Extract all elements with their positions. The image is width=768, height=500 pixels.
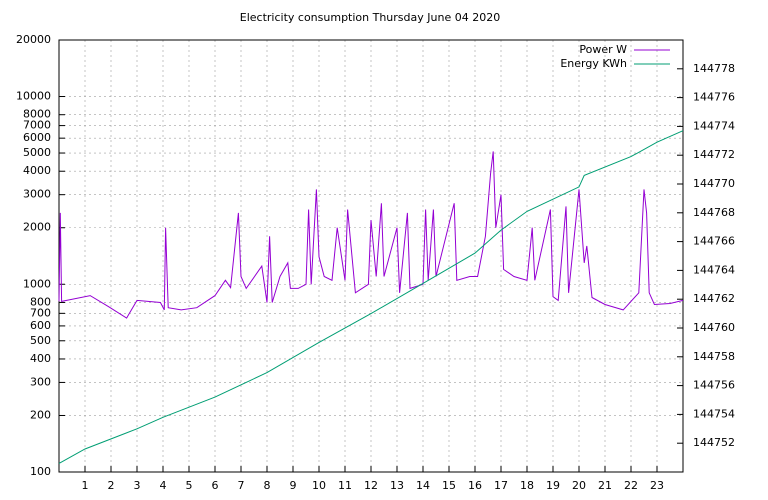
x-tick-label: 5	[186, 479, 193, 492]
y2-tick-label: 144766	[693, 235, 735, 248]
y2-tick-label: 144762	[693, 292, 735, 305]
y-tick-label: 4000	[23, 164, 51, 177]
y-tick-label: 7000	[23, 119, 51, 132]
x-tick-label: 9	[290, 479, 297, 492]
y2-tick-label: 144764	[693, 263, 735, 276]
x-tick-label: 16	[468, 479, 482, 492]
y-tick-label: 2000	[23, 221, 51, 234]
y-tick-label: 10000	[16, 90, 51, 103]
y-tick-label: 8000	[23, 108, 51, 121]
y-tick-label: 200	[30, 408, 51, 421]
y2-tick-label: 144778	[693, 62, 735, 75]
y-tick-label: 20000	[16, 33, 51, 46]
x-tick-label: 1	[82, 479, 89, 492]
x-tick-label: 15	[442, 479, 456, 492]
y2-tick-label: 144754	[693, 407, 735, 420]
x-tick-label: 3	[134, 479, 141, 492]
x-tick-label: 18	[520, 479, 534, 492]
x-tick-label: 6	[212, 479, 219, 492]
y2-tick-label: 144768	[693, 206, 735, 219]
y-tick-label: 700	[30, 306, 51, 319]
series-line	[58, 130, 684, 464]
y2-tick-label: 144774	[693, 119, 735, 132]
y2-tick-label: 144758	[693, 350, 735, 363]
x-tick-label: 14	[416, 479, 430, 492]
y-tick-label: 300	[30, 375, 51, 388]
y-tick-label: 400	[30, 352, 51, 365]
y-tick-label: 5000	[23, 146, 51, 159]
y-tick-label: 3000	[23, 188, 51, 201]
x-tick-label: 12	[364, 479, 378, 492]
y2-tick-label: 144776	[693, 91, 735, 104]
x-tick-label: 13	[390, 479, 404, 492]
y-tick-label: 600	[30, 319, 51, 332]
y-tick-label: 500	[30, 334, 51, 347]
y-tick-label: 6000	[23, 131, 51, 144]
y-tick-label: 1000	[23, 277, 51, 290]
x-tick-label: 4	[160, 479, 167, 492]
y-tick-label: 100	[30, 465, 51, 478]
x-tick-label: 11	[338, 479, 352, 492]
x-tick-label: 20	[572, 479, 586, 492]
x-tick-label: 2	[108, 479, 115, 492]
y2-tick-label: 144770	[693, 177, 735, 190]
y2-tick-label: 144760	[693, 321, 735, 334]
y2-tick-label: 144752	[693, 436, 735, 449]
series-line	[58, 151, 684, 319]
x-tick-label: 8	[264, 479, 271, 492]
legend-label: Energy KWh	[560, 57, 627, 70]
legend-label: Power W	[579, 43, 627, 56]
x-tick-label: 10	[312, 479, 326, 492]
chart-title: Electricity consumption Thursday June 04…	[240, 11, 500, 24]
x-tick-label: 21	[598, 479, 612, 492]
x-tick-label: 19	[546, 479, 560, 492]
x-tick-label: 22	[624, 479, 638, 492]
x-tick-label: 7	[238, 479, 245, 492]
plot-border	[58, 39, 684, 473]
x-tick-label: 23	[650, 479, 664, 492]
x-tick-label: 17	[494, 479, 508, 492]
y2-tick-label: 144772	[693, 148, 735, 161]
y-tick-label: 800	[30, 295, 51, 308]
y2-tick-label: 144756	[693, 379, 735, 392]
